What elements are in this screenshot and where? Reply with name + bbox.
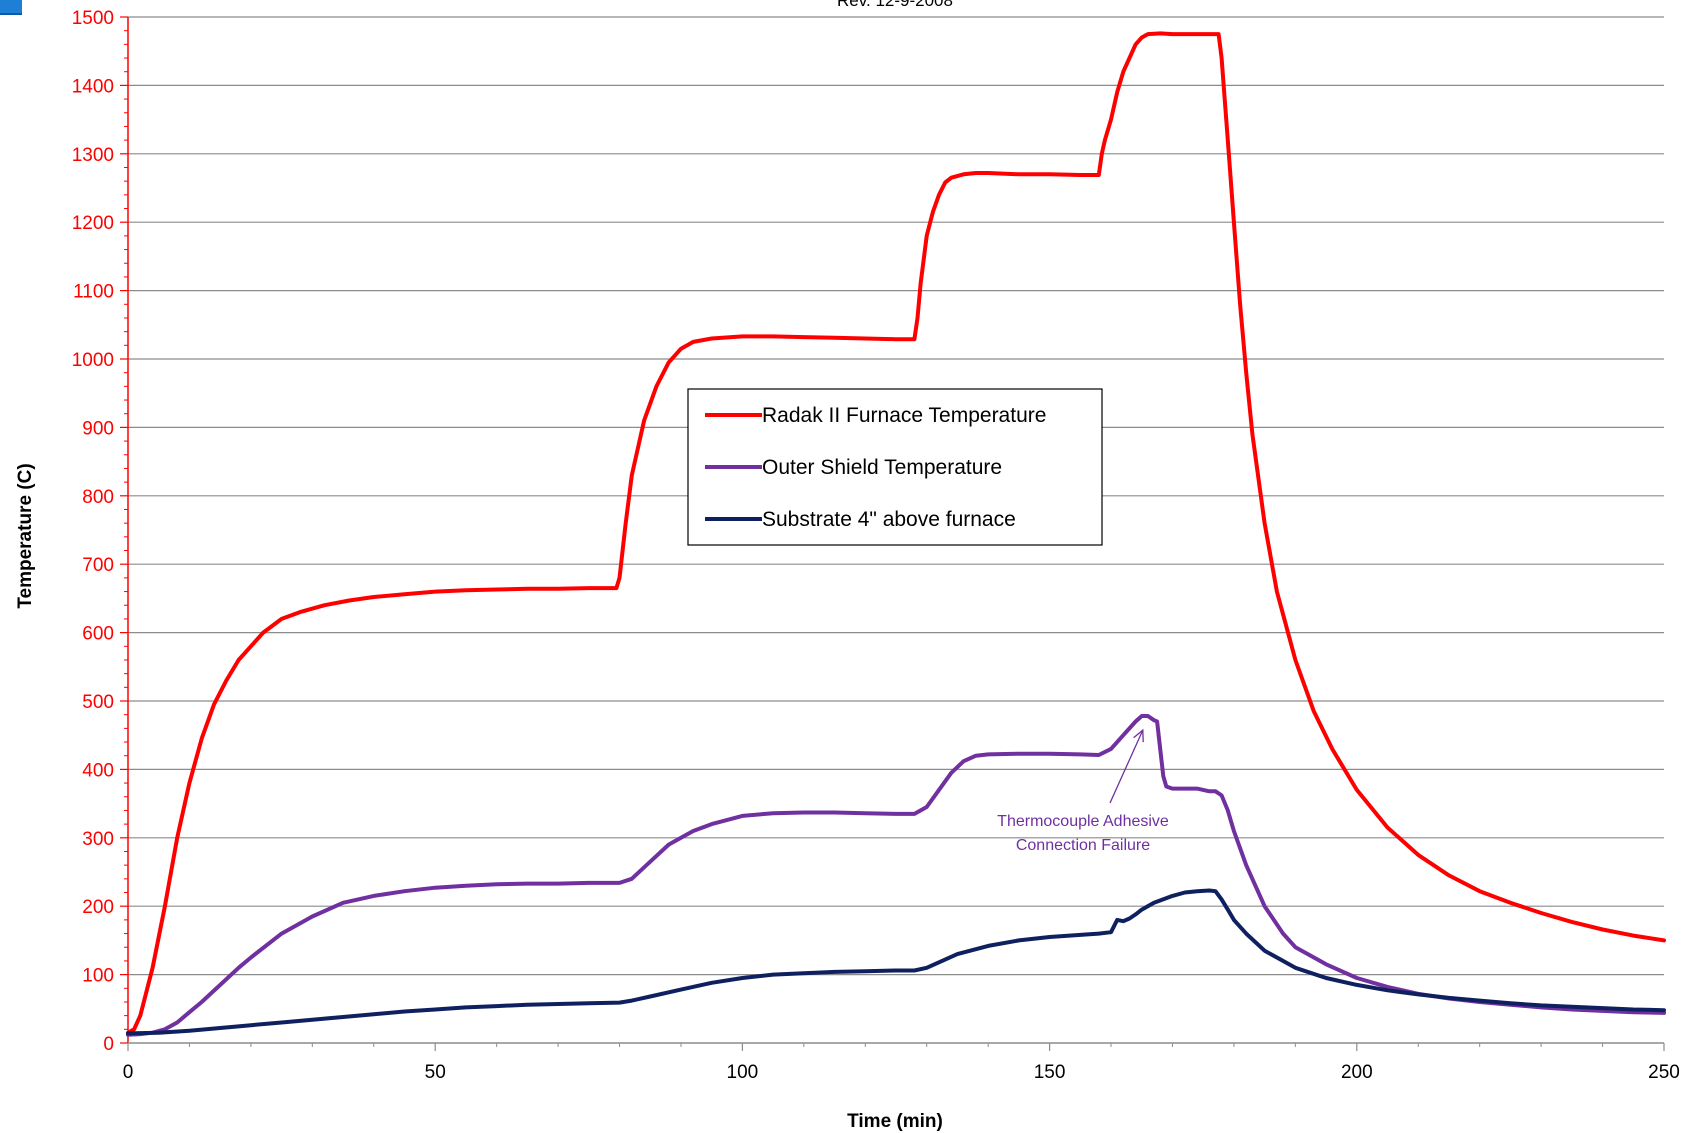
series-line-shield bbox=[126, 714, 1666, 1037]
legend: Radak II Furnace Temperature Outer Shiel… bbox=[687, 388, 1103, 546]
y-tick-label: 1300 bbox=[72, 145, 114, 166]
y-tick-label: 100 bbox=[82, 966, 114, 987]
annotation-arrowhead bbox=[1133, 728, 1144, 743]
x-tick-label: 150 bbox=[1034, 1062, 1066, 1083]
annotation-text-line: Connection Failure bbox=[1016, 837, 1150, 854]
y-tick-label: 900 bbox=[82, 418, 114, 439]
y-axis-title: Temperature (C) bbox=[15, 463, 36, 608]
y-tick-label: 0 bbox=[103, 1034, 114, 1055]
x-tick-label: 200 bbox=[1341, 1062, 1373, 1083]
annotation-arrow bbox=[1109, 729, 1144, 804]
annotation-text-line: Thermocouple Adhesive bbox=[997, 813, 1169, 830]
x-tick-label: 250 bbox=[1648, 1062, 1680, 1083]
series-line-furnace bbox=[126, 31, 1666, 1035]
y-tick-label: 500 bbox=[82, 692, 114, 713]
gridlines bbox=[128, 16, 1664, 976]
y-tick-label: 1000 bbox=[72, 350, 114, 371]
chart-title: Rev. 12-9-2008 bbox=[837, 0, 953, 10]
y-tick-label: 1200 bbox=[72, 213, 114, 234]
y-tick-label: 400 bbox=[82, 760, 114, 781]
y-tick-label: 600 bbox=[82, 624, 114, 645]
axes bbox=[127, 17, 1664, 1044]
legend-label-shield: Outer Shield Temperature bbox=[762, 456, 1002, 479]
x-axis-title: Time (min) bbox=[847, 1111, 943, 1132]
y-tick-label: 1500 bbox=[72, 8, 114, 29]
x-tick-label: 50 bbox=[425, 1062, 446, 1083]
y-tick-label: 300 bbox=[82, 829, 114, 850]
y-tick-label: 800 bbox=[82, 487, 114, 508]
series-lines bbox=[126, 31, 1666, 1037]
y-tick-label: 1400 bbox=[72, 76, 114, 97]
y-tick-label: 200 bbox=[82, 897, 114, 918]
legend-label-furnace: Radak II Furnace Temperature bbox=[762, 404, 1046, 427]
series-line-substrate bbox=[126, 888, 1666, 1036]
legend-label-substrate: Substrate 4" above furnace bbox=[762, 508, 1016, 531]
ticks: 0100200300400500600700800900100011001200… bbox=[72, 8, 1680, 1083]
corner-tab bbox=[0, 0, 22, 15]
x-tick-label: 0 bbox=[123, 1062, 134, 1083]
y-tick-label: 1100 bbox=[73, 282, 114, 303]
x-tick-label: 100 bbox=[727, 1062, 759, 1083]
annotations: Thermocouple Adhesive Connection Failure bbox=[997, 728, 1169, 854]
y-tick-label: 700 bbox=[82, 555, 114, 576]
